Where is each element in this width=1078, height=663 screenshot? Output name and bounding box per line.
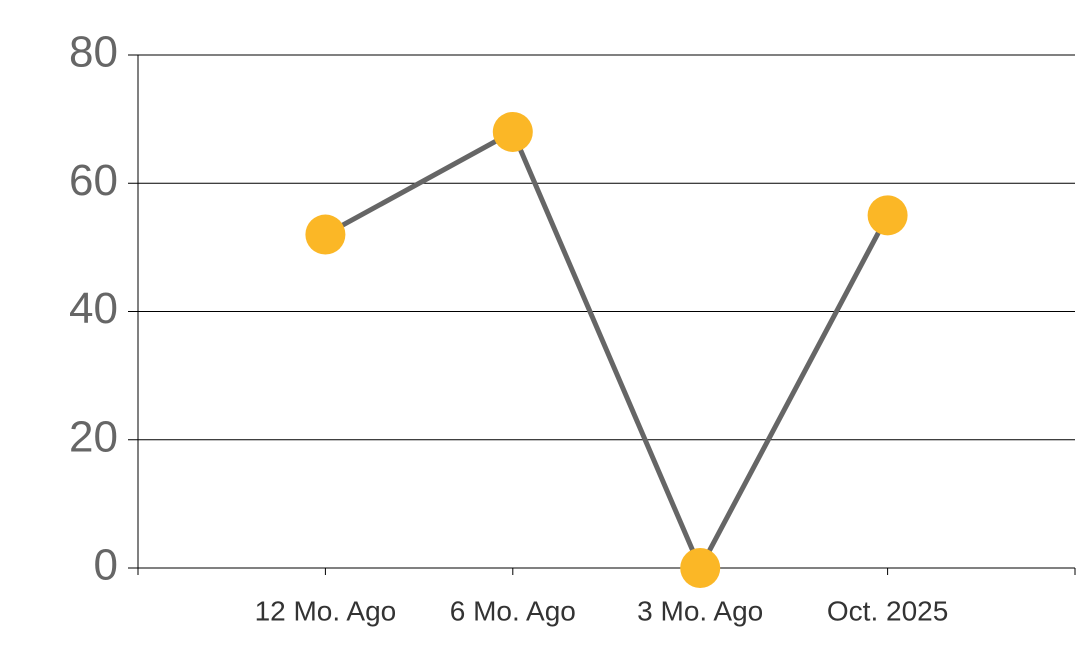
marker (492, 111, 533, 152)
x-tick-label: 3 Mo. Ago (637, 595, 763, 626)
y-tick-label: 60 (69, 156, 118, 205)
y-tick-label: 20 (69, 412, 118, 461)
marker (867, 195, 908, 236)
x-tick-label: Oct. 2025 (827, 595, 948, 626)
marker (305, 214, 346, 255)
y-tick-label: 80 (69, 28, 118, 77)
line (324, 128, 890, 574)
y-tick-label: 40 (69, 284, 118, 333)
x-tick-label: 6 Mo. Ago (450, 595, 576, 626)
marker (680, 548, 721, 588)
x-tick-label: 12 Mo. Ago (255, 595, 397, 626)
y-tick-label: 0 (94, 541, 118, 590)
